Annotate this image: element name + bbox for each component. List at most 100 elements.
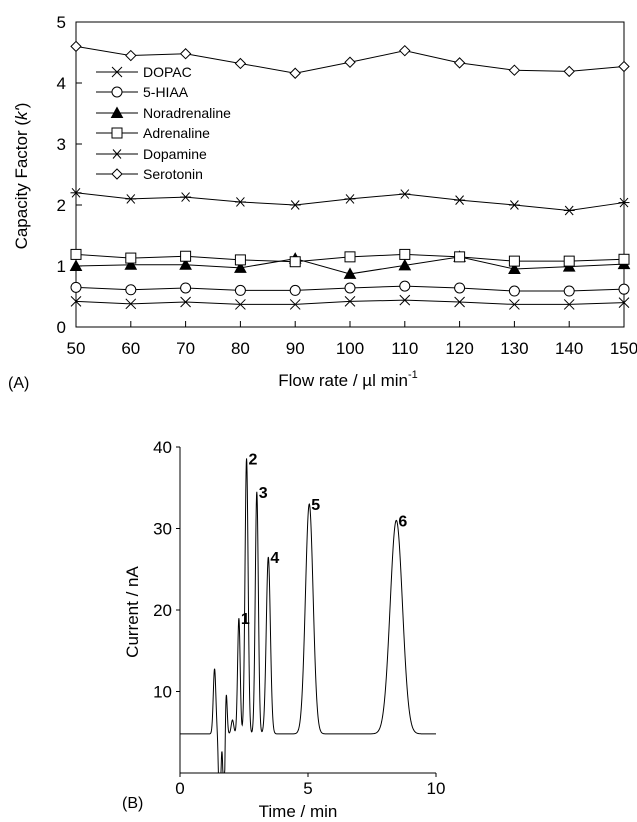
data-point-5-hiaa <box>399 280 411 292</box>
data-point-dopamine <box>234 197 246 207</box>
legend-entry-5-hiaa: 5-HIAA <box>96 84 189 100</box>
panel-a-x-axis-title: Flow rate / µl min-1 <box>278 369 418 390</box>
y-tick-label: 10 <box>153 683 172 702</box>
data-point-5-hiaa <box>344 282 356 294</box>
legend-marker-circle-icon <box>96 86 138 98</box>
legend-label-dopac: DOPAC <box>143 64 192 80</box>
panel-b-x-axis-title: Time / min <box>259 802 338 821</box>
data-point-dopamine <box>70 187 82 198</box>
data-point-noradrenaline <box>343 267 357 279</box>
data-point-dopac <box>180 296 191 308</box>
data-point-adrenaline <box>70 248 82 260</box>
legend-entry-noradrenaline: Noradrenaline <box>96 105 231 121</box>
peak-label-1: 1 <box>241 611 250 628</box>
y-tick-label: 2 <box>57 196 66 215</box>
data-point-dopac <box>125 298 137 310</box>
legend-symbol <box>111 127 123 139</box>
data-point-5-hiaa <box>563 285 575 297</box>
legend-marker-square-icon <box>96 127 138 139</box>
legend-entry-serotonin: Serotonin <box>96 166 203 182</box>
peak-label-6: 6 <box>398 513 407 530</box>
legend-entry-dopac: DOPAC <box>96 64 192 80</box>
data-point-noradrenaline <box>124 258 138 270</box>
panel-a-y-axis-title: Capacity Factor (k') <box>12 103 31 250</box>
x-tick-label: 110 <box>391 339 418 358</box>
peak-label-4: 4 <box>270 550 279 567</box>
data-point-adrenaline <box>563 255 575 267</box>
data-point-5-hiaa <box>454 282 466 294</box>
peak-label-3: 3 <box>259 485 268 502</box>
x-axis-title-superscript: -1 <box>408 369 418 381</box>
data-point-serotonin <box>563 65 575 78</box>
legend-marker-x-icon <box>96 66 138 78</box>
legend-symbol <box>111 66 123 78</box>
x-tick-label: 10 <box>427 779 446 798</box>
x-tick-label: 100 <box>336 339 364 358</box>
data-point-dopac <box>454 296 465 308</box>
x-axis-title-main: Flow rate / µl min <box>278 371 408 390</box>
data-point-serotonin <box>508 64 521 76</box>
panel-b-label: (B) <box>122 795 143 812</box>
series-serotonin <box>70 40 630 79</box>
data-point-dopamine <box>180 192 192 202</box>
data-point-dopamine <box>454 195 466 205</box>
chromatogram-trace <box>180 458 436 774</box>
x-tick-label: 130 <box>500 339 528 358</box>
data-point-adrenaline <box>180 250 192 262</box>
data-point-dopac <box>289 299 301 310</box>
y-tick-label: 40 <box>153 438 172 457</box>
panel-b-x-ticks: 0 5 10 <box>175 773 445 798</box>
x-tick-label: 50 <box>67 339 86 358</box>
legend-marker-diamond-icon <box>96 168 138 180</box>
series-dopac <box>70 294 630 310</box>
x-tick-label: 140 <box>555 339 583 358</box>
y-tick-label: 0 <box>57 318 66 337</box>
data-point-5-hiaa <box>618 283 630 295</box>
series-5-hiaa <box>70 280 630 297</box>
data-point-dopac <box>235 299 246 310</box>
legend-symbol <box>111 168 123 180</box>
panel-a-x-ticks: 50 60 70 80 90 100 110 120 130 140 150 <box>67 321 637 358</box>
data-point-dopamine <box>563 205 575 216</box>
legend-symbol <box>111 149 123 159</box>
data-point-adrenaline <box>399 248 411 260</box>
x-tick-label: 5 <box>303 779 312 798</box>
series-adrenaline <box>70 248 630 268</box>
legend-label-serotonin: Serotonin <box>143 166 203 182</box>
data-point-5-hiaa <box>234 284 246 296</box>
panel-b-y-ticks: 10 20 30 40 <box>153 438 180 702</box>
y-tick-label: 4 <box>57 74 66 93</box>
data-point-noradrenaline <box>179 258 192 270</box>
data-point-5-hiaa <box>289 284 301 296</box>
data-point-serotonin <box>453 57 466 69</box>
data-point-dopac <box>399 294 411 306</box>
data-point-adrenaline <box>508 255 520 267</box>
data-point-dopamine <box>618 197 630 208</box>
data-point-adrenaline <box>454 251 466 263</box>
data-point-dopac <box>344 296 356 307</box>
peak-label-5: 5 <box>311 497 320 514</box>
data-point-serotonin <box>618 60 630 73</box>
data-point-5-hiaa <box>508 285 520 297</box>
data-point-noradrenaline <box>508 262 521 275</box>
data-point-serotonin <box>70 40 82 53</box>
y-axis-title-main: Capacity Factor ( <box>12 120 31 250</box>
data-point-adrenaline <box>344 251 356 263</box>
data-point-dopac <box>563 299 575 310</box>
legend-marker-triangle-icon <box>96 106 138 118</box>
panel-a-series <box>69 40 631 310</box>
data-point-adrenaline <box>618 253 630 265</box>
y-axis-title-tail: ) <box>12 103 31 109</box>
data-point-5-hiaa <box>180 282 192 294</box>
data-point-dopamine <box>508 200 520 210</box>
legend-label-noradrenaline: Noradrenaline <box>143 105 231 121</box>
data-point-serotonin <box>289 67 301 79</box>
legend-symbol <box>111 86 123 98</box>
data-point-serotonin <box>125 49 137 62</box>
y-tick-label: 3 <box>57 135 66 154</box>
legend-symbol <box>110 106 124 118</box>
data-point-serotonin <box>344 56 356 68</box>
